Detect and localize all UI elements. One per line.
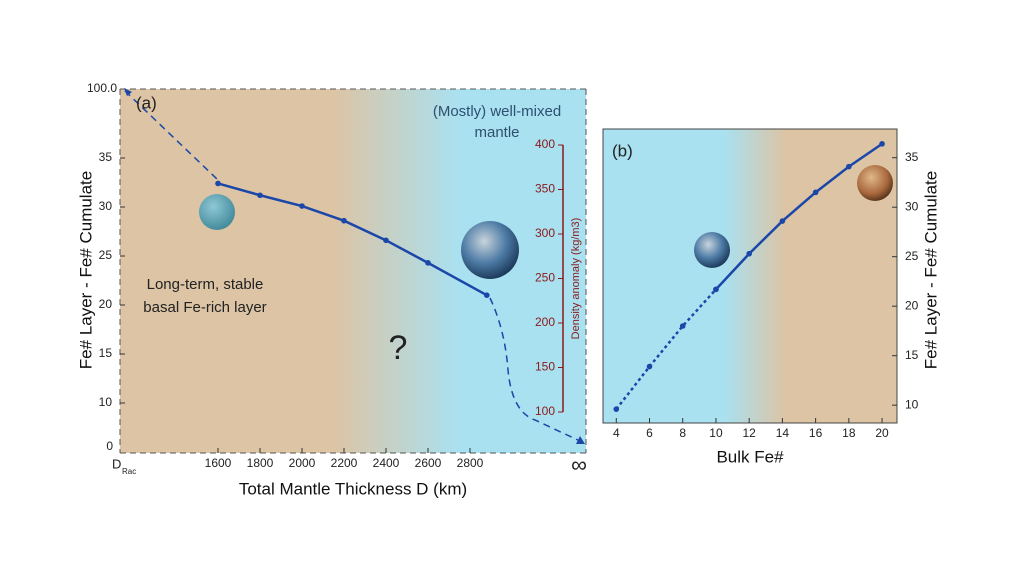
planet-icon [199, 194, 235, 230]
x-break-label: D [112, 456, 121, 471]
y-tick-label: 20 [905, 298, 919, 312]
x-tick-label: 2800 [457, 456, 484, 470]
data-point [341, 217, 347, 224]
x-tick-label: 20 [875, 426, 889, 440]
data-point [484, 292, 490, 299]
arrow-head [124, 88, 132, 96]
data-line [615, 288, 717, 410]
data-point [215, 180, 221, 187]
data-point [879, 141, 885, 147]
panel-b-frame [602, 128, 898, 424]
data-point [613, 406, 620, 412]
data-point [299, 203, 305, 209]
x-tick-label: 12 [742, 426, 756, 440]
data-point [383, 237, 389, 244]
panel-a-background [120, 89, 586, 453]
panel-label: (b) [612, 141, 633, 160]
annotation: basal Fe-rich layer [143, 299, 266, 316]
data-point [746, 250, 752, 257]
y-tick-label: 30 [905, 199, 919, 213]
y-tick-label: 25 [99, 248, 113, 262]
y-axis-title: Fe# Layer - Fe# Cumulate [921, 171, 940, 369]
x-axis-title: Total Mantle Thickness D (km) [239, 479, 467, 498]
x-tick-label: 2400 [373, 456, 400, 470]
planet-icon [461, 221, 519, 279]
x-tick-label: 16 [809, 426, 823, 440]
x-tick-label: 4 [613, 426, 620, 440]
x-tick-label: 2200 [331, 456, 358, 470]
y2-tick-label: 200 [535, 315, 555, 329]
annotation: ? [389, 329, 408, 367]
y2-tick-label: 400 [535, 137, 555, 151]
y-tick-label: 15 [99, 346, 113, 360]
y2-axis-title: Density anomaly (kg/m3) [570, 218, 582, 340]
y2-tick-label: 150 [535, 360, 555, 374]
y-break-label: 100.0 [87, 81, 117, 95]
x-tick-label: 2000 [289, 456, 316, 470]
data-point [646, 363, 653, 370]
data-line [715, 142, 883, 291]
x-tick-label: 8 [679, 426, 686, 440]
extrapolation [124, 90, 219, 181]
annotation: Long-term, stable [147, 276, 264, 293]
y2-tick-label: 300 [535, 226, 555, 240]
y2-tick-label: 100 [535, 404, 555, 418]
y-tick-label: 10 [99, 395, 113, 409]
extrapolation [489, 297, 581, 442]
y-tick-label: 25 [905, 249, 919, 263]
data-point [812, 189, 819, 196]
y-tick-label: 35 [99, 150, 113, 164]
x-tick-label: 18 [842, 426, 856, 440]
annotation: mantle [474, 124, 519, 141]
y2-tick-label: 350 [535, 182, 555, 196]
planet-icon [857, 165, 893, 201]
data-point [257, 192, 263, 199]
y-tick-label: 30 [99, 199, 113, 213]
planet-icon [694, 232, 730, 268]
x-tick-label: 2600 [415, 456, 442, 470]
x-tick-label: 1800 [247, 456, 274, 470]
y-break-label: 0 [106, 439, 113, 453]
x-axis-title: Bulk Fe# [716, 447, 784, 466]
panel-label: (a) [136, 93, 157, 112]
data-point [425, 260, 431, 266]
y-axis-title: Fe# Layer - Fe# Cumulate [76, 171, 95, 369]
data-point [679, 323, 686, 329]
x-break-label: ∞ [571, 452, 587, 477]
data-point [846, 163, 852, 170]
data-point [779, 218, 786, 224]
annotation: (Mostly) well-mixed [433, 103, 561, 120]
x-tick-label: 1600 [205, 456, 232, 470]
y-tick-label: 15 [905, 348, 919, 362]
data-point [713, 286, 719, 293]
y-tick-label: 20 [99, 297, 113, 311]
x-tick-label: 14 [776, 426, 790, 440]
x-break-label: Rac [122, 467, 136, 476]
y2-tick-label: 250 [535, 271, 555, 285]
x-tick-label: 10 [709, 426, 723, 440]
y-tick-label: 35 [905, 150, 919, 164]
x-tick-label: 6 [646, 426, 653, 440]
panel-a-frame [119, 88, 587, 454]
y-tick-label: 10 [905, 397, 919, 411]
arrow-head [576, 436, 585, 444]
